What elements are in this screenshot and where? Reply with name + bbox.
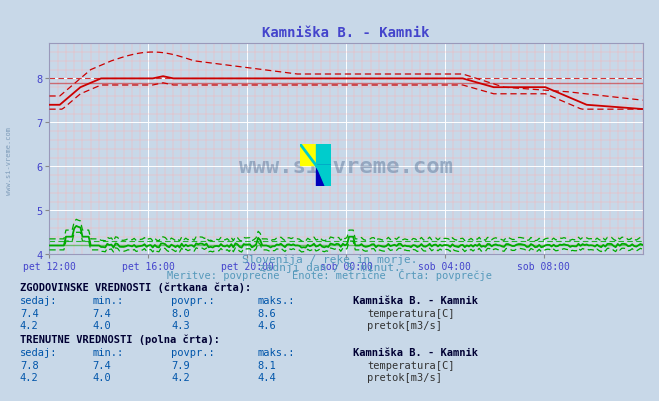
Text: 7.9: 7.9: [171, 360, 190, 370]
Text: temperatura[C]: temperatura[C]: [367, 308, 455, 318]
Bar: [316, 165, 331, 186]
Text: 4.3: 4.3: [171, 320, 190, 330]
Text: 4.4: 4.4: [257, 372, 275, 382]
Text: 7.4: 7.4: [92, 360, 111, 370]
Text: zadnji dan / 5 minut.: zadnji dan / 5 minut.: [258, 263, 401, 273]
Text: 4.0: 4.0: [92, 372, 111, 382]
Text: 8.0: 8.0: [171, 308, 190, 318]
Text: www.si-vreme.com: www.si-vreme.com: [239, 156, 453, 176]
Text: sedaj:: sedaj:: [20, 347, 57, 357]
Text: maks.:: maks.:: [257, 347, 295, 357]
Text: temperatura[C]: temperatura[C]: [367, 360, 455, 370]
Bar: [316, 144, 331, 165]
Text: 8.1: 8.1: [257, 360, 275, 370]
Text: 4.2: 4.2: [20, 320, 38, 330]
Bar: [300, 144, 316, 165]
Text: 4.6: 4.6: [257, 320, 275, 330]
Text: Kamniška B. - Kamnik: Kamniška B. - Kamnik: [353, 347, 478, 357]
Text: maks.:: maks.:: [257, 296, 295, 306]
Text: 7.4: 7.4: [92, 308, 111, 318]
Text: ZGODOVINSKE VREDNOSTI (črtkana črta):: ZGODOVINSKE VREDNOSTI (črtkana črta):: [20, 282, 251, 293]
Text: Slovenija / reke in morje.: Slovenija / reke in morje.: [242, 255, 417, 265]
Text: povpr.:: povpr.:: [171, 347, 215, 357]
Text: povpr.:: povpr.:: [171, 296, 215, 306]
Text: www.si-vreme.com: www.si-vreme.com: [5, 126, 12, 194]
Text: Meritve: povprečne  Enote: metrične  Črta: povprečje: Meritve: povprečne Enote: metrične Črta:…: [167, 269, 492, 281]
Text: 4.2: 4.2: [20, 372, 38, 382]
Text: pretok[m3/s]: pretok[m3/s]: [367, 372, 442, 382]
Text: min.:: min.:: [92, 296, 123, 306]
Text: pretok[m3/s]: pretok[m3/s]: [367, 320, 442, 330]
Text: sedaj:: sedaj:: [20, 296, 57, 306]
Text: 8.6: 8.6: [257, 308, 275, 318]
Title: Kamniška B. - Kamnik: Kamniška B. - Kamnik: [262, 26, 430, 40]
Text: 4.0: 4.0: [92, 320, 111, 330]
Text: Kamniška B. - Kamnik: Kamniška B. - Kamnik: [353, 296, 478, 306]
Text: 7.8: 7.8: [20, 360, 38, 370]
Text: 7.4: 7.4: [20, 308, 38, 318]
Text: 4.2: 4.2: [171, 372, 190, 382]
Text: min.:: min.:: [92, 347, 123, 357]
Text: TRENUTNE VREDNOSTI (polna črta):: TRENUTNE VREDNOSTI (polna črta):: [20, 334, 219, 344]
Polygon shape: [316, 165, 331, 186]
